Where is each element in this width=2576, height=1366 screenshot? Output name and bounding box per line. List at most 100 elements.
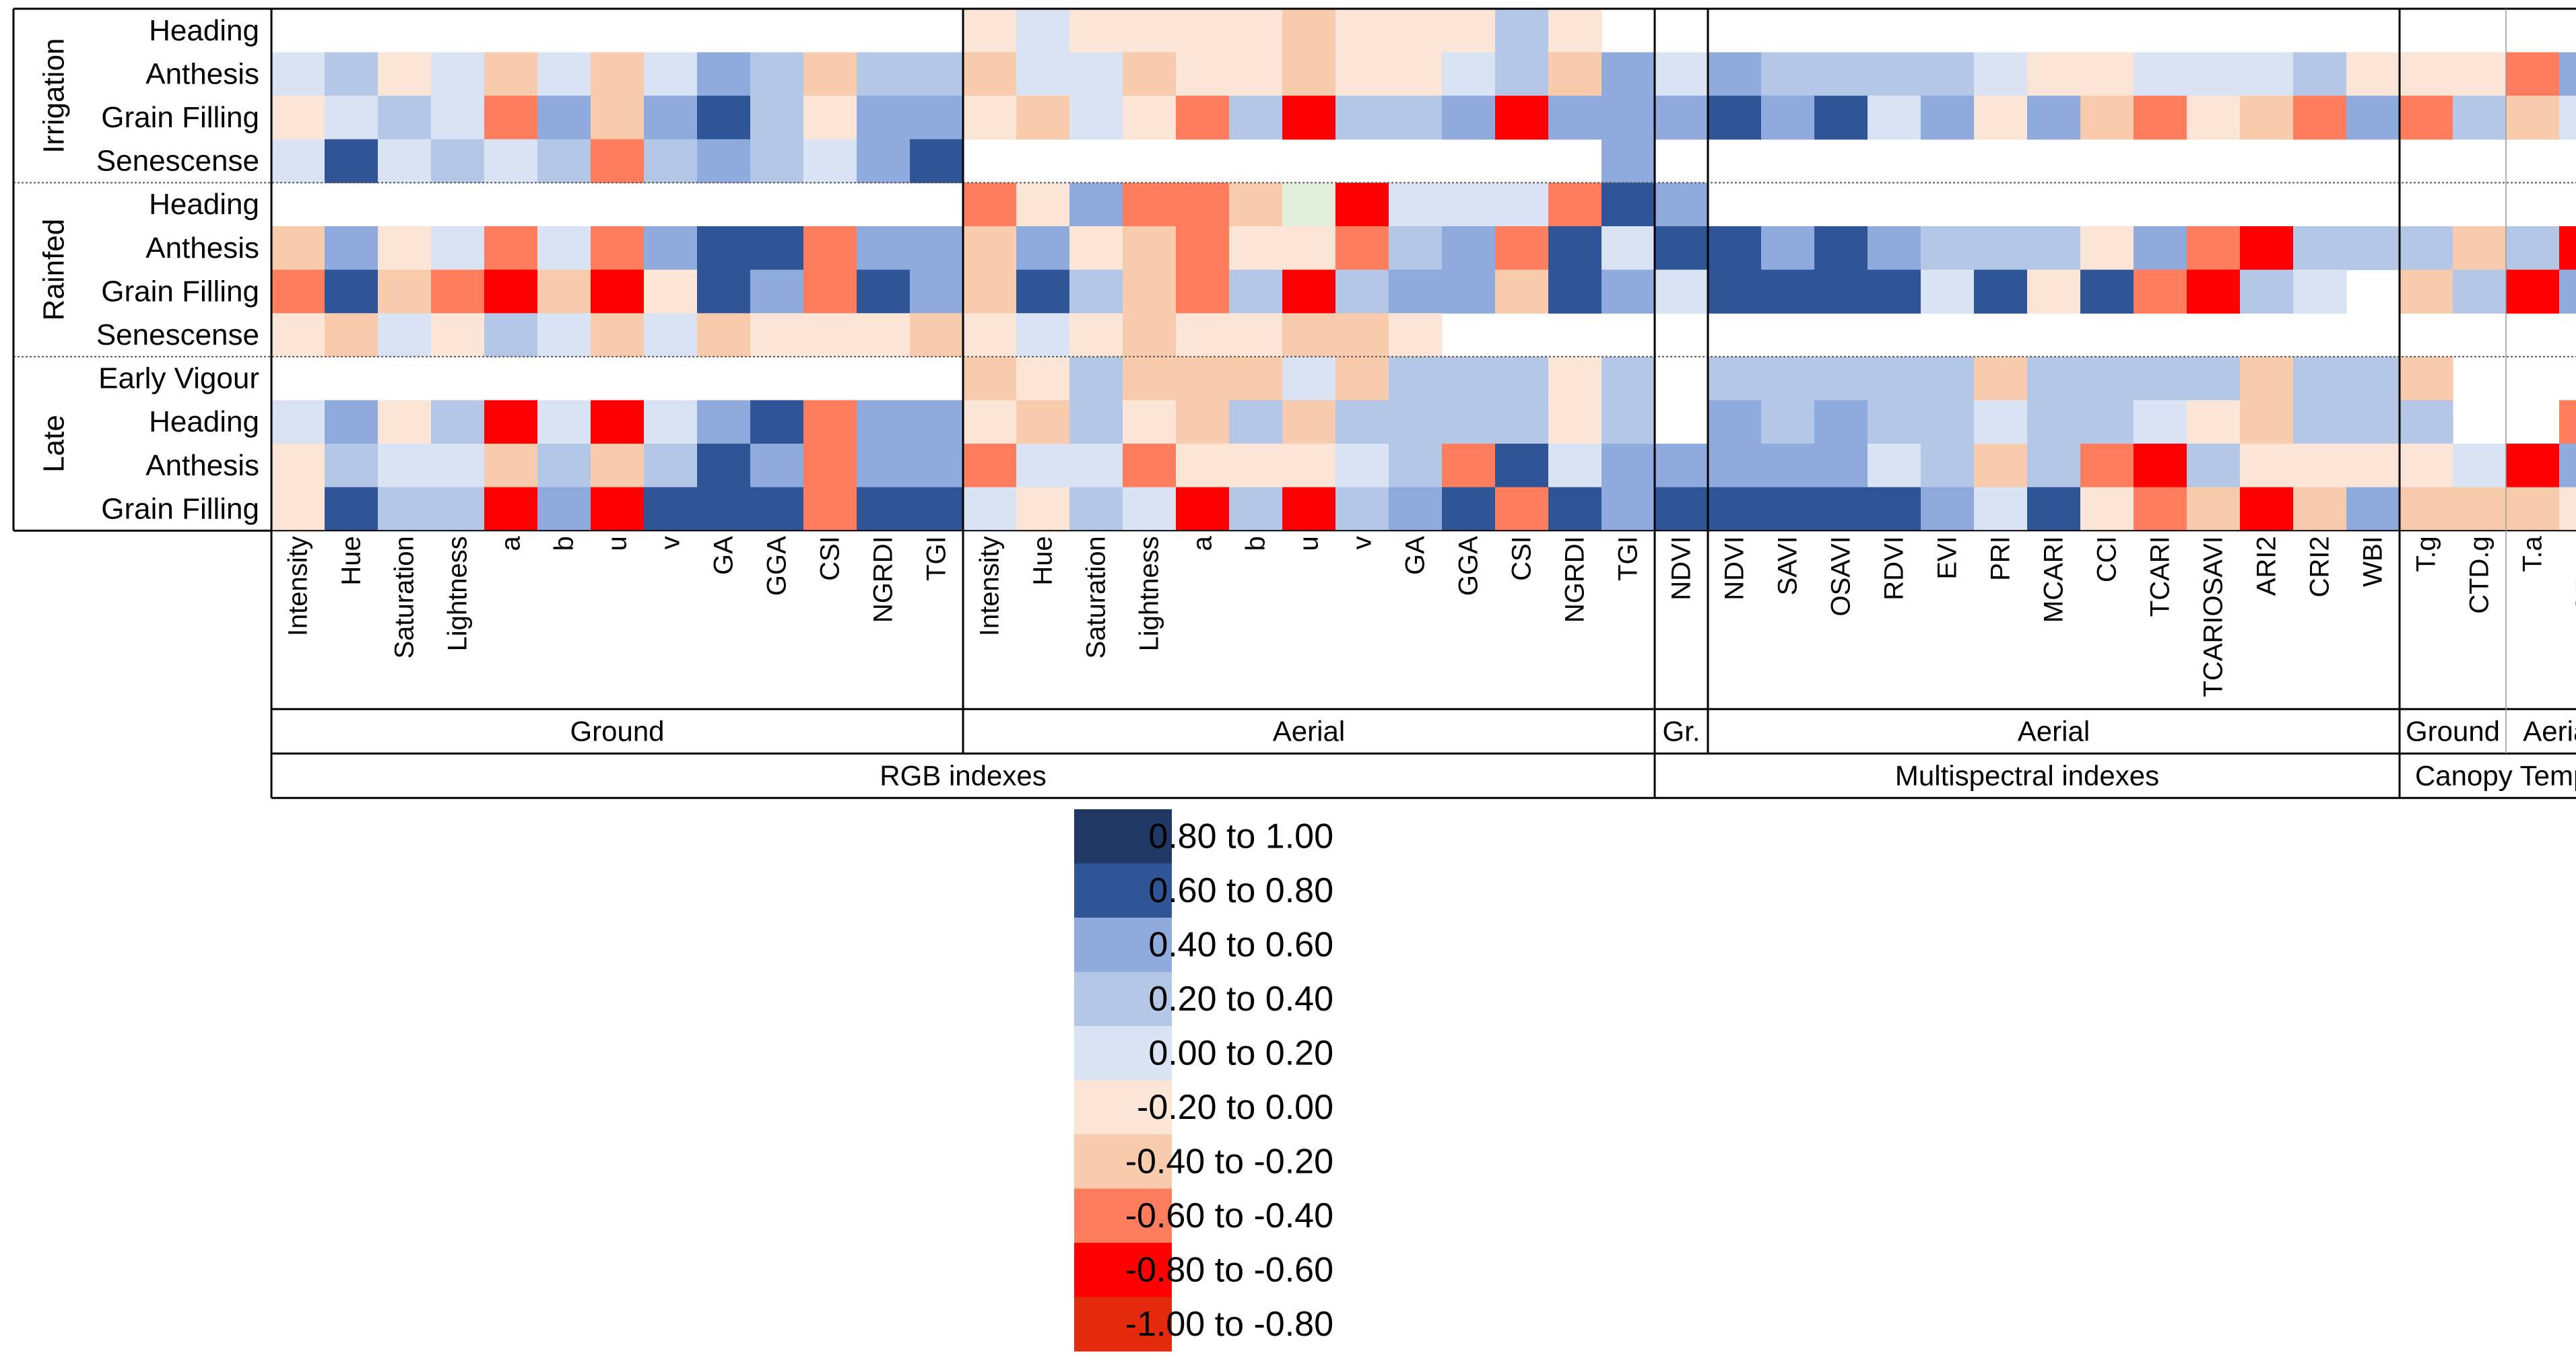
heatmap-cell xyxy=(1229,96,1283,140)
heatmap-cell xyxy=(1921,444,1975,488)
legend-label: -0.20 to 0.00 xyxy=(1137,1088,1333,1127)
heatmap-cell xyxy=(1601,356,1655,401)
heatmap-cell xyxy=(1708,487,1762,531)
heatmap-cell xyxy=(1229,444,1283,488)
heatmap-cell xyxy=(750,269,804,314)
column-label: v xyxy=(1348,536,1377,549)
heatmap-cell xyxy=(484,52,538,96)
heatmap-cell xyxy=(378,226,432,271)
heatmap-cell xyxy=(378,269,432,314)
heatmap-cell xyxy=(2400,52,2453,96)
heatmap-cell xyxy=(697,226,751,271)
heatmap-cell xyxy=(2293,444,2347,488)
heatmap-cell xyxy=(378,400,432,444)
heatmap-cell xyxy=(1442,444,1496,488)
heatmap-cell xyxy=(2293,52,2347,96)
heatmap-cell xyxy=(1229,356,1283,401)
heatmap-cell xyxy=(963,356,1017,401)
column-label: b xyxy=(550,536,579,551)
heatmap-cell xyxy=(644,444,698,488)
heatmap-cell xyxy=(1016,487,1070,531)
column-label: OSAVI xyxy=(1826,536,1856,616)
heatmap-cell xyxy=(2134,269,2187,314)
heatmap-cell xyxy=(271,226,325,271)
heatmap-cell xyxy=(1601,487,1655,531)
heatmap-cell xyxy=(2559,487,2576,531)
heatmap-cell xyxy=(697,139,751,183)
heatmap-cell xyxy=(2559,52,2576,96)
heatmap-cell xyxy=(1814,96,1868,140)
heatmap-cell xyxy=(1282,356,1336,401)
heatmap-cell xyxy=(1016,52,1070,96)
heatmap-cell xyxy=(1495,52,1549,96)
heatmap-cell xyxy=(1335,9,1389,53)
row-group-label: Late xyxy=(38,415,71,473)
heatmap-cell xyxy=(1176,182,1230,227)
heatmap-cell xyxy=(484,444,538,488)
heatmap-cell xyxy=(2506,444,2560,488)
heatmap-cell xyxy=(271,139,325,183)
heatmap-cell xyxy=(2187,96,2241,140)
heatmap-cell xyxy=(1974,400,2028,444)
column-label: Saturation xyxy=(390,536,420,658)
heatmap-cell xyxy=(1123,313,1177,357)
heatmap-cell xyxy=(1282,9,1336,53)
heatmap-cell xyxy=(1868,487,1921,531)
row-label: Heading xyxy=(149,405,259,438)
column-label: v xyxy=(656,536,686,549)
heatmap-cell xyxy=(1868,52,1921,96)
heatmap-cell xyxy=(2080,52,2134,96)
heatmap-cell xyxy=(431,400,485,444)
heatmap-cell xyxy=(2080,269,2134,314)
heatmap-cell xyxy=(1016,269,1070,314)
heatmap-cell xyxy=(2293,226,2347,271)
legend-label: -0.80 to -0.60 xyxy=(1125,1250,1333,1289)
heatmap-cell xyxy=(644,400,698,444)
heatmap-cell xyxy=(325,487,378,531)
heatmap-cell xyxy=(2134,356,2187,401)
heatmap-cell xyxy=(1548,356,1602,401)
heatmap-cell xyxy=(2027,269,2081,314)
legend-swatch xyxy=(1074,971,1172,1027)
heatmap-cell xyxy=(2346,487,2400,531)
heatmap-cell xyxy=(537,96,591,140)
heatmap-cell xyxy=(963,487,1017,531)
heatmap-cell xyxy=(1229,182,1283,227)
heatmap-cell xyxy=(1921,356,1975,401)
heatmap-cell xyxy=(2293,400,2347,444)
heatmap-cell xyxy=(2080,96,2134,140)
heatmap-cell xyxy=(591,444,645,488)
heatmap-cell xyxy=(1548,400,1602,444)
heatmap-cell xyxy=(750,400,804,444)
heatmap-cell xyxy=(803,444,857,488)
heatmap-cell xyxy=(644,139,698,183)
heatmap-cell xyxy=(1761,269,1815,314)
column-label: Saturation xyxy=(1082,536,1111,658)
heatmap-cell xyxy=(2134,444,2187,488)
heatmap-cell xyxy=(1761,487,1815,531)
heatmap-cell xyxy=(1069,96,1123,140)
heatmap-cell xyxy=(1442,96,1496,140)
column-label: GGA xyxy=(762,536,792,596)
heatmap-cell xyxy=(2453,226,2507,271)
heatmap-cell xyxy=(1229,400,1283,444)
heatmap-cell xyxy=(1335,96,1389,140)
heatmap-cell xyxy=(484,269,538,314)
column-label: CSI xyxy=(816,536,845,581)
heatmap-cell xyxy=(537,139,591,183)
heatmap-cell xyxy=(1655,96,1709,140)
column-label: PRI xyxy=(1986,536,2016,581)
heatmap-cell xyxy=(271,444,325,488)
heatmap-cell xyxy=(1389,182,1443,227)
column-label: TGI xyxy=(1614,536,1643,581)
heatmap-cell xyxy=(1335,487,1389,531)
heatmap-cell xyxy=(271,313,325,357)
heatmap-cell xyxy=(1229,487,1283,531)
heatmap-cell xyxy=(2240,226,2294,271)
heatmap-cell xyxy=(803,96,857,140)
heatmap-cell xyxy=(2559,269,2576,314)
heatmap-cell xyxy=(1708,269,1762,314)
heatmap-cell xyxy=(1655,444,1709,488)
heatmap-cell xyxy=(537,313,591,357)
heatmap-cell xyxy=(857,487,911,531)
